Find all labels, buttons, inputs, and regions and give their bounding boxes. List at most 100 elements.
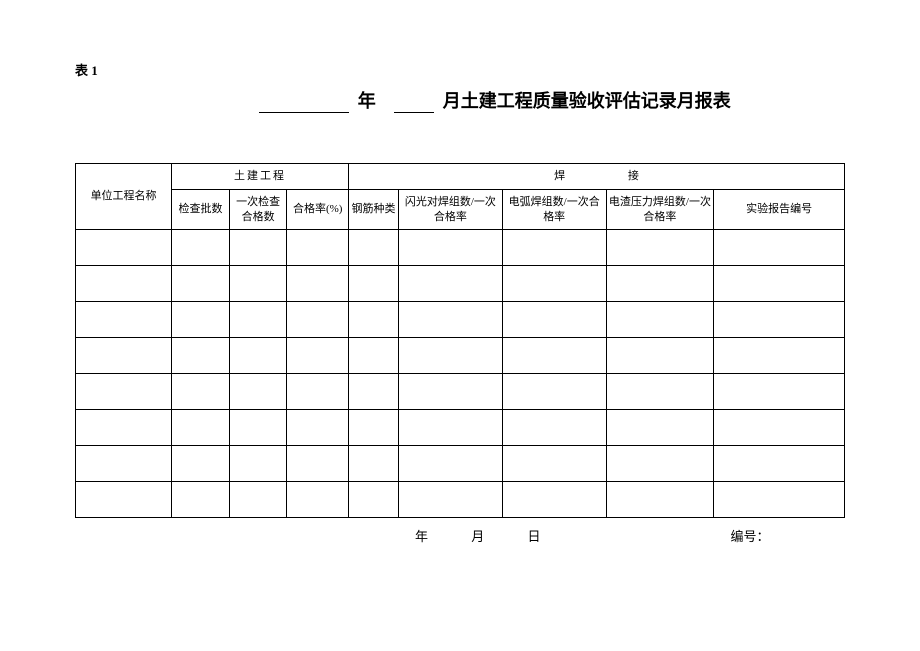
table-cell xyxy=(229,230,287,266)
col-test-report: 实验报告编号 xyxy=(714,190,845,230)
table-cell xyxy=(229,410,287,446)
table-cell xyxy=(398,230,502,266)
table-cell xyxy=(606,266,714,302)
table-cell xyxy=(714,446,845,482)
col-unit-project: 单位工程名称 xyxy=(76,164,172,230)
table-cell xyxy=(714,230,845,266)
col-slag-pressure: 电渣压力焊组数/一次合格率 xyxy=(606,190,714,230)
table-cell xyxy=(398,482,502,518)
table-cell xyxy=(398,410,502,446)
table-cell xyxy=(76,410,172,446)
table-row xyxy=(76,446,845,482)
table-cell xyxy=(606,338,714,374)
table-cell xyxy=(502,446,606,482)
table-cell xyxy=(714,410,845,446)
table-cell xyxy=(348,410,398,446)
table-cell xyxy=(714,266,845,302)
table-cell xyxy=(76,482,172,518)
table-cell xyxy=(287,446,349,482)
col-flash-butt: 闪光对焊组数/一次合格率 xyxy=(398,190,502,230)
table-row xyxy=(76,266,845,302)
table-cell xyxy=(606,482,714,518)
table-cell xyxy=(714,374,845,410)
table-cell xyxy=(398,446,502,482)
table-row xyxy=(76,302,845,338)
col-first-pass: 一次检查合格数 xyxy=(229,190,287,230)
col-arc-weld: 电弧焊组数/一次合格率 xyxy=(502,190,606,230)
table-cell xyxy=(714,338,845,374)
footer-date: 年 月 日 xyxy=(375,526,541,545)
table-body xyxy=(76,230,845,518)
table-cell xyxy=(76,374,172,410)
table-cell xyxy=(398,302,502,338)
table-row xyxy=(76,338,845,374)
table-cell xyxy=(229,302,287,338)
table-row xyxy=(76,230,845,266)
sheet-label: 表 1 xyxy=(75,60,845,79)
col-group-civil: 土建工程 xyxy=(172,164,349,190)
table-cell xyxy=(502,230,606,266)
table-row xyxy=(76,482,845,518)
table-cell xyxy=(502,482,606,518)
table-cell xyxy=(229,266,287,302)
table-cell xyxy=(229,374,287,410)
main-table: 单位工程名称 土建工程 焊 接 检查批数 一次检查合格数 合格率(%) 钢筋种类… xyxy=(75,163,845,518)
footer-year: 年 xyxy=(415,529,428,544)
table-cell xyxy=(172,266,230,302)
footer-month: 月 xyxy=(471,529,484,544)
table-cell xyxy=(398,338,502,374)
table-cell xyxy=(606,446,714,482)
col-group-weld: 焊 接 xyxy=(348,164,844,190)
table-row xyxy=(76,374,845,410)
table-header: 单位工程名称 土建工程 焊 接 检查批数 一次检查合格数 合格率(%) 钢筋种类… xyxy=(76,164,845,230)
table-cell xyxy=(76,338,172,374)
table-cell xyxy=(502,410,606,446)
page-container: 表 1 年 月土建工程质量验收评估记录月报表 单位工程名称 土建工程 焊 接 检… xyxy=(0,0,920,545)
table-cell xyxy=(502,302,606,338)
table-cell xyxy=(287,410,349,446)
title-rest: 月土建工程质量验收评估记录月报表 xyxy=(443,91,731,111)
table-cell xyxy=(229,446,287,482)
table-cell xyxy=(76,302,172,338)
table-cell xyxy=(76,266,172,302)
table-cell xyxy=(172,410,230,446)
table-cell xyxy=(287,230,349,266)
table-cell xyxy=(172,302,230,338)
col-inspect-batch: 检查批数 xyxy=(172,190,230,230)
table-cell xyxy=(76,446,172,482)
month-blank xyxy=(394,95,434,113)
table-cell xyxy=(606,230,714,266)
table-cell xyxy=(76,230,172,266)
year-suffix: 年 xyxy=(358,91,376,111)
table-cell xyxy=(287,302,349,338)
table-cell xyxy=(348,266,398,302)
table-cell xyxy=(172,482,230,518)
table-cell xyxy=(606,302,714,338)
form-title: 年 月土建工程质量验收评估记录月报表 xyxy=(75,87,845,113)
footer-serial-label: 编号： xyxy=(731,526,770,545)
table-cell xyxy=(398,374,502,410)
table-cell xyxy=(606,374,714,410)
col-pass-rate: 合格率(%) xyxy=(287,190,349,230)
table-cell xyxy=(398,266,502,302)
footer-day: 日 xyxy=(528,529,541,544)
footer-row: 年 月 日 编号： xyxy=(75,526,845,545)
table-cell xyxy=(348,338,398,374)
table-cell xyxy=(348,374,398,410)
table-cell xyxy=(172,338,230,374)
table-cell xyxy=(287,338,349,374)
table-cell xyxy=(714,302,845,338)
table-cell xyxy=(229,482,287,518)
col-rebar-type: 钢筋种类 xyxy=(348,190,398,230)
table-cell xyxy=(502,338,606,374)
table-cell xyxy=(287,374,349,410)
year-blank xyxy=(259,95,349,113)
table-cell xyxy=(172,446,230,482)
table-cell xyxy=(287,266,349,302)
table-cell xyxy=(172,230,230,266)
table-cell xyxy=(229,338,287,374)
table-cell xyxy=(348,230,398,266)
table-cell xyxy=(172,374,230,410)
table-cell xyxy=(502,374,606,410)
table-row xyxy=(76,410,845,446)
